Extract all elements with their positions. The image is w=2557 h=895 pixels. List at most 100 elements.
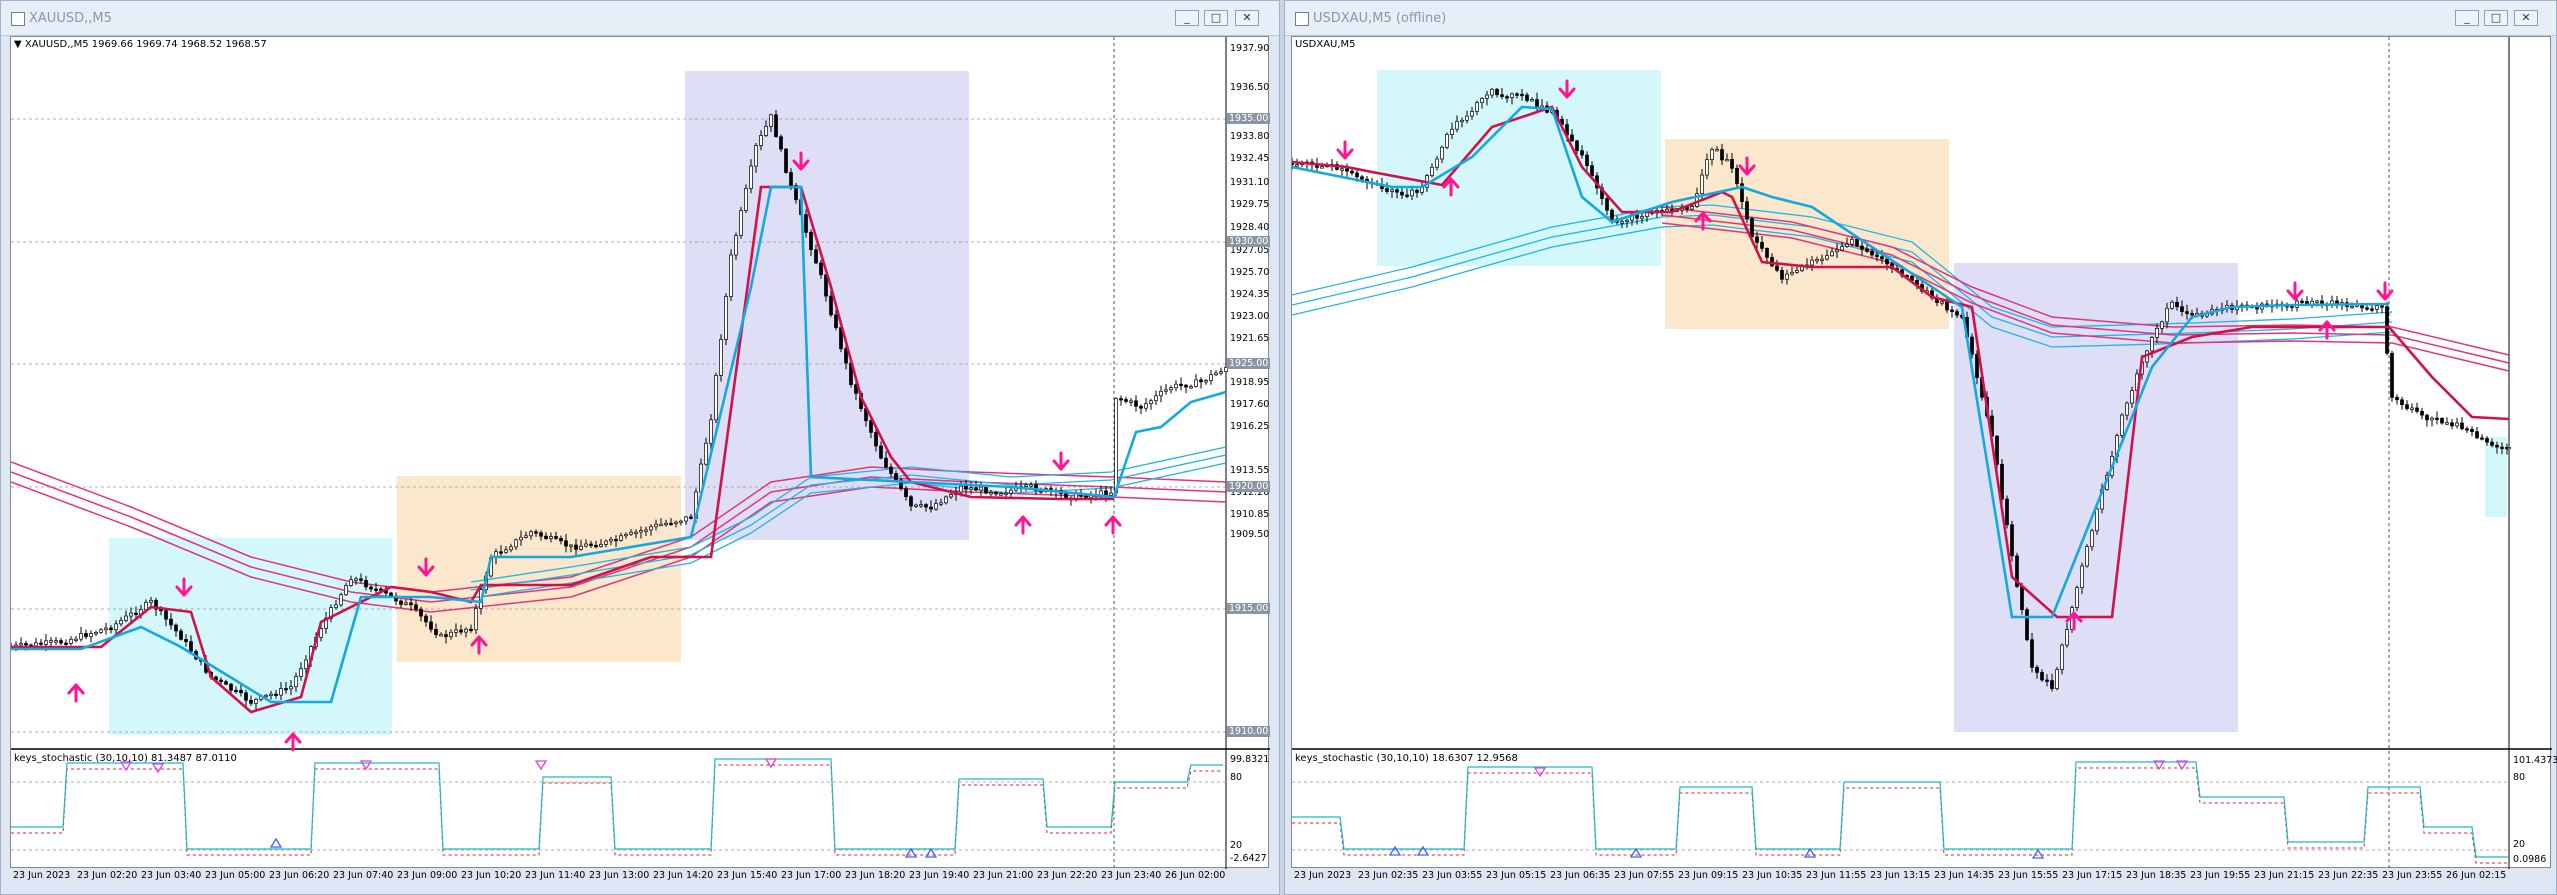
candle-body	[974, 487, 978, 491]
time-axis-label: 23 Jun 17:15	[2062, 870, 2123, 881]
candle-body	[959, 485, 963, 493]
right-chart-area[interactable]: USDXAU,M5 keys_stochastic (30,10,10) 18.…	[1291, 36, 2557, 881]
sell-arrow	[1336, 140, 1354, 160]
candle-body	[689, 516, 693, 519]
candle-body	[614, 538, 618, 542]
time-axis-label: 23 Jun 13:00	[589, 870, 650, 881]
candle-body	[1219, 371, 1223, 374]
stochastic-signal-marker	[1533, 767, 1547, 778]
candle-body	[84, 633, 88, 638]
price-label: 1924.35	[1230, 289, 1270, 300]
price-label: 1936.50	[1230, 82, 1270, 93]
candle-body	[174, 624, 178, 632]
chart-window-icon	[1295, 12, 1309, 26]
candle-body	[334, 604, 338, 608]
candle-body	[189, 641, 193, 652]
candle-body	[819, 262, 823, 276]
time-axis-label: 23 Jun 02:35	[1358, 870, 1419, 881]
candle-body	[1154, 395, 1158, 402]
candle-body	[69, 638, 73, 644]
candle-body	[674, 521, 678, 525]
candle-body	[2060, 644, 2064, 670]
candle-body	[1104, 490, 1108, 496]
stochastic-signal-marker	[904, 847, 918, 858]
zone-box-orange	[397, 476, 681, 662]
candle-body	[904, 488, 908, 498]
stochastic-signal-marker	[764, 758, 778, 769]
left-symbol-info: ▼ XAUUSD,,M5 1969.66 1969.74 1968.52 196…	[14, 39, 267, 50]
candle-body	[539, 532, 543, 537]
candle-body	[1440, 146, 1444, 160]
price-label: 1928.40	[1230, 222, 1270, 233]
candle-body	[34, 642, 38, 647]
candle-body	[604, 540, 608, 545]
candle-body	[794, 185, 798, 201]
trend-band-0	[1292, 204, 2393, 328]
candle-body	[2045, 679, 2049, 682]
time-axis-label: 23 Jun 14:20	[653, 870, 714, 881]
candle-body	[834, 314, 838, 328]
candle-body	[1400, 191, 1404, 196]
candle-body	[59, 640, 63, 644]
zone-box-cyan-edge	[2485, 437, 2507, 517]
stochastic-signal-marker	[1629, 847, 1643, 858]
candle-body	[2490, 441, 2494, 446]
buy-arrow	[1694, 211, 1712, 231]
candle-body	[1320, 166, 1324, 169]
buy-arrow	[284, 732, 302, 752]
candle-body	[379, 588, 383, 591]
candle-body	[1214, 372, 1218, 376]
candle-body	[399, 600, 403, 605]
candle-body	[924, 504, 928, 508]
candle-body	[1715, 149, 1719, 152]
red-trend-line	[1292, 105, 2510, 619]
candle-body	[2350, 305, 2354, 309]
stochastic-signal-marker	[359, 760, 373, 771]
stochastic-scale-label: 80	[1230, 772, 1243, 783]
candle-body	[1845, 243, 1849, 247]
candle-body	[559, 538, 563, 542]
price-gridline-label: 1915.00	[1227, 603, 1271, 614]
time-axis-label: 23 Jun 07:40	[333, 870, 394, 881]
candle-body	[1144, 403, 1148, 409]
candle-body	[829, 295, 833, 316]
candle-body	[269, 693, 273, 696]
candle-body	[2165, 307, 2169, 323]
candle-body	[599, 543, 603, 547]
minimize-button[interactable]: _	[1175, 10, 1199, 26]
candle-body	[569, 544, 573, 547]
sell-arrow	[175, 577, 193, 597]
candle-body	[1405, 194, 1409, 197]
right-stochastic-label: keys_stochastic (30,10,10) 18.6307 12.95…	[1295, 753, 1518, 764]
candle-body	[434, 628, 438, 636]
minimize-button[interactable]: _	[2455, 10, 2479, 26]
candle-body	[2085, 546, 2089, 567]
time-axis-label: 23 Jun 06:35	[1550, 870, 1611, 881]
left-chart-area[interactable]: ▼ XAUUSD,,M5 1969.66 1969.74 1968.52 196…	[10, 36, 1271, 881]
candle-body	[644, 529, 648, 532]
candle-body	[429, 621, 433, 630]
candle-body	[169, 618, 173, 626]
candle-body	[564, 540, 568, 547]
restore-button[interactable]: □	[2484, 10, 2508, 26]
close-button[interactable]: ✕	[1235, 10, 1259, 26]
sell-arrow	[417, 557, 435, 577]
candle-body	[1780, 269, 1784, 280]
candle-body	[1535, 99, 1539, 107]
close-button[interactable]: ✕	[2514, 10, 2538, 26]
candle-body	[714, 375, 718, 421]
candle-body	[729, 254, 733, 297]
candle-body	[1870, 251, 1874, 256]
price-label: 1927.05	[1230, 245, 1270, 256]
candle-body	[874, 432, 878, 447]
candle-body	[119, 620, 123, 625]
time-axis-label: 23 Jun 21:15	[2254, 870, 2315, 881]
buy-arrow	[67, 683, 85, 703]
candle-body	[649, 526, 653, 531]
candle-body	[1975, 353, 1979, 378]
candle-body	[124, 615, 128, 621]
restore-button[interactable]: □	[1204, 10, 1228, 26]
time-axis-label: 23 Jun 05:15	[1486, 870, 1547, 881]
candle-body	[1865, 248, 1869, 252]
candle-body	[464, 628, 468, 633]
